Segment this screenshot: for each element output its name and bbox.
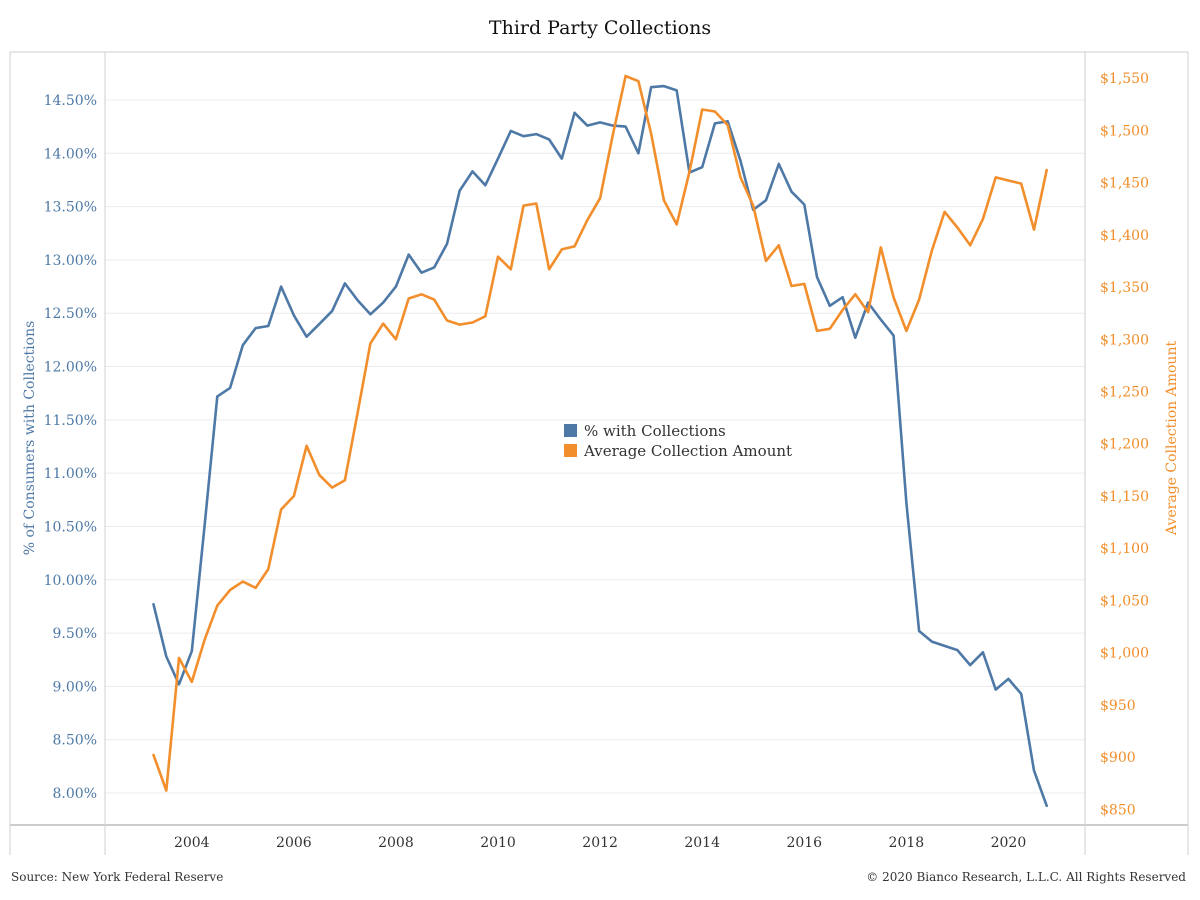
y-left-tick-label: 8.00% xyxy=(53,786,97,802)
y-right-tick-label: $1,500 xyxy=(1100,123,1149,139)
y-right-tick-label: $900 xyxy=(1100,750,1136,766)
y-left-tick-label: 10.00% xyxy=(44,573,97,589)
left-axis-ticks: 8.00% 8.50% 9.00% 9.50% 10.00% 10.50% 11.00% 11… xyxy=(44,93,97,802)
y-right-tick-label: $1,000 xyxy=(1100,646,1149,662)
legend-swatch-collections xyxy=(564,424,577,437)
chart-title: Third Party Collections xyxy=(488,17,712,39)
y-right-tick-label: $850 xyxy=(1100,802,1136,818)
x-tick-label: 2020 xyxy=(991,835,1027,851)
y-right-tick-label: $1,100 xyxy=(1100,541,1149,557)
y-right-tick-label: $1,250 xyxy=(1100,384,1149,400)
y-left-tick-label: 13.50% xyxy=(44,200,97,216)
y-left-tick-label: 14.50% xyxy=(44,93,97,109)
y-left-tick-label: 8.50% xyxy=(53,733,97,749)
y-left-tick-label: 12.00% xyxy=(44,360,97,376)
y-right-tick-label: $1,300 xyxy=(1100,332,1149,348)
x-tick-label: 2018 xyxy=(889,835,925,851)
x-tick-label: 2012 xyxy=(582,835,618,851)
y-left-tick-label: 13.00% xyxy=(44,253,97,269)
y-right-tick-label: $1,200 xyxy=(1100,437,1149,453)
y-left-tick-label: 9.00% xyxy=(53,679,97,695)
right-axis-ticks: $850 $900 $950 $1,000 $1,050 $1,100 $1,150 $1,2… xyxy=(1100,71,1149,818)
y-left-tick-label: 11.50% xyxy=(44,413,97,429)
y-right-tick-label: $1,350 xyxy=(1100,280,1149,296)
series-line-average-amount xyxy=(152,74,1048,792)
x-tick-label: 2014 xyxy=(684,835,720,851)
y-right-tick-label: $1,050 xyxy=(1100,593,1149,609)
y-right-axis-title: Average Collection Amount xyxy=(1164,341,1180,537)
legend-label-average-amount: Average Collection Amount xyxy=(583,442,792,460)
y-right-tick-label: $950 xyxy=(1100,698,1136,714)
copyright-note: © 2020 Bianco Research, L.L.C. All Right… xyxy=(866,870,1186,884)
legend-label-collections: % with Collections xyxy=(584,422,726,440)
legend-swatch-average-amount xyxy=(564,444,577,457)
y-left-tick-label: 11.00% xyxy=(44,466,97,482)
y-right-tick-label: $1,150 xyxy=(1100,489,1149,505)
x-tick-label: 2016 xyxy=(786,835,822,851)
x-tick-label: 2010 xyxy=(480,835,516,851)
y-left-axis-title: % of Consumers with Collections xyxy=(22,321,38,556)
source-note: Source: New York Federal Reserve xyxy=(11,870,224,884)
chart-frame xyxy=(9,51,1189,855)
y-left-tick-label: 14.00% xyxy=(44,146,97,162)
series-layer xyxy=(152,74,1048,808)
x-tick-label: 2004 xyxy=(174,835,210,851)
legend: % with Collections Average Collection Am… xyxy=(564,422,792,460)
x-tick-label: 2006 xyxy=(276,835,312,851)
y-right-tick-label: $1,400 xyxy=(1100,228,1149,244)
y-left-tick-label: 12.50% xyxy=(44,306,97,322)
y-right-tick-label: $1,550 xyxy=(1100,71,1149,87)
y-right-tick-label: $1,450 xyxy=(1100,176,1149,192)
y-left-tick-label: 9.50% xyxy=(53,626,97,642)
x-axis-ticks: 2004 2006 2008 2010 2012 2014 2016 2018 2020 xyxy=(174,835,1026,851)
y-left-tick-label: 10.50% xyxy=(44,519,97,535)
series-line-collections xyxy=(152,84,1048,808)
x-tick-label: 2008 xyxy=(378,835,414,851)
